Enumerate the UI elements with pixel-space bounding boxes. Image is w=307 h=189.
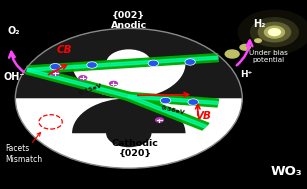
Circle shape <box>109 81 118 86</box>
Circle shape <box>160 97 171 104</box>
Text: Facets
Mismatch: Facets Mismatch <box>6 144 43 164</box>
Circle shape <box>185 59 195 65</box>
Text: {002}
Anodic: {002} Anodic <box>111 10 147 30</box>
Text: H⁺: H⁺ <box>240 70 252 79</box>
Circle shape <box>106 119 151 147</box>
Circle shape <box>106 49 151 77</box>
Circle shape <box>78 75 87 81</box>
Polygon shape <box>27 56 218 71</box>
Circle shape <box>258 22 291 43</box>
Text: Under bias
potential: Under bias potential <box>249 50 288 63</box>
Circle shape <box>188 99 198 105</box>
Circle shape <box>238 9 307 55</box>
Text: VB: VB <box>195 111 211 121</box>
Wedge shape <box>72 98 185 133</box>
Text: 0.15eV: 0.15eV <box>78 83 103 96</box>
Polygon shape <box>125 93 209 130</box>
Text: H₂: H₂ <box>253 19 265 29</box>
Wedge shape <box>15 28 242 98</box>
Circle shape <box>254 38 262 43</box>
Text: Cathodic
{020}: Cathodic {020} <box>111 139 158 158</box>
Polygon shape <box>27 54 218 74</box>
Circle shape <box>15 28 242 168</box>
Polygon shape <box>25 66 131 100</box>
Text: OH⁻: OH⁻ <box>3 72 25 81</box>
Polygon shape <box>128 92 219 107</box>
Polygon shape <box>128 95 207 128</box>
Circle shape <box>51 70 60 76</box>
Text: CB: CB <box>57 45 72 55</box>
Circle shape <box>250 17 299 47</box>
Wedge shape <box>72 63 185 98</box>
Circle shape <box>87 62 97 68</box>
Circle shape <box>264 26 285 39</box>
Circle shape <box>155 117 164 123</box>
Polygon shape <box>129 95 218 104</box>
Circle shape <box>239 44 251 51</box>
Polygon shape <box>27 69 130 98</box>
Circle shape <box>268 28 281 36</box>
Text: WO₃: WO₃ <box>271 166 302 178</box>
Circle shape <box>50 64 60 70</box>
Circle shape <box>148 60 158 67</box>
Text: O₂: O₂ <box>8 26 20 36</box>
Text: 0.36eV: 0.36eV <box>161 105 186 116</box>
Circle shape <box>224 49 240 59</box>
